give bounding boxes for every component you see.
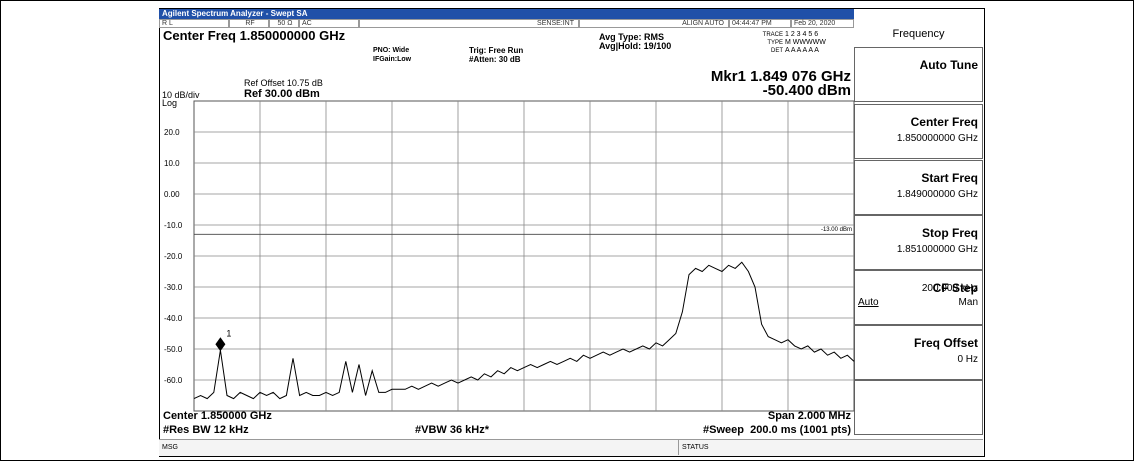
softkey-label: Freq Offset [913,336,978,350]
softkey[interactable]: Freq Offset 0 Hz [854,325,983,380]
softkey-value: 1.851000000 GHz [896,244,978,255]
softkey-value: 1.849000000 GHz [896,189,978,200]
message-bar [159,439,983,456]
trigger: Trig: Free Run [469,46,524,55]
softkey-option-right: Man [958,297,978,308]
footer-span: Span 2.000 MHz [767,410,851,422]
status-coupling: AC [299,19,359,28]
scale: 10 dB/div [162,90,200,100]
softkey[interactable]: Start Freq 1.849000000 GHz [854,160,983,215]
msg-label: MSG [162,444,178,451]
attenuation: #Atten: 30 dB [469,55,521,64]
softkey[interactable]: Stop Freq 1.851000000 GHz [854,215,983,270]
softkey[interactable]: Auto Tune [854,47,983,102]
status-time: 04:44:47 PM [729,19,791,28]
avg-hold: Avg|Hold: 19/100 [599,41,672,51]
softkey-empty [854,380,983,435]
title-bar: Agilent Spectrum Analyzer - Swept SA [159,9,854,19]
status-align: ALIGN AUTO [579,19,729,28]
det-val: A A A A A A [785,47,819,54]
softkey-value: 1.850000000 GHz [896,133,978,144]
footer-sweep: #Sweep 200.0 ms (1001 pts) [703,424,851,436]
footer-res-bw: #Res BW 12 kHz [163,424,249,436]
softkey[interactable]: Center Freq 1.850000000 GHz [854,104,983,159]
status-impedance: 50 Ω [269,19,299,28]
ifgain: IFGain:Low [373,56,412,63]
status-label: STATUS [682,444,709,451]
status-rf: RF [229,19,269,28]
ref-level: Ref 30.00 dBm [244,88,320,100]
ref-offset: Ref Offset 10.75 dB [244,78,323,88]
status-date: Feb 20, 2020 [791,19,854,28]
softkey-header: Frequency [854,9,983,47]
softkey[interactable]: CF Step 200.000 kHz Auto Man [854,270,983,325]
footer-vbw: #VBW 36 kHz* [415,424,489,436]
det-label: DET [771,48,783,54]
softkey-option-left: Auto [858,297,879,308]
softkey-label: Stop Freq [922,226,978,240]
footer-center: Center 1.850000 GHz [163,410,272,422]
status-sense: SENSE:INT [359,19,579,28]
softkey-label: Auto Tune [919,58,978,72]
scale-type: Log [162,98,178,108]
avg-type: Avg Type: RMS [599,32,665,42]
marker-level: -50.400 dBm [762,82,851,99]
softkey-label: CF Step [932,281,978,295]
type-label: TYPE [767,40,783,46]
pno: PNO: Wide [373,47,410,54]
message-divider [678,439,679,455]
marker-freq: Mkr1 1.849 076 GHz [710,68,851,85]
softkey-value: 200.000 kHz [921,283,978,294]
softkey-label: Start Freq [921,171,978,185]
trace-nums: 1 2 3 4 5 6 [785,31,819,38]
trace-label: TRACE [762,32,783,38]
status-mode: R L [159,19,229,28]
type-val: M WWWWW [785,39,826,46]
softkey-title: Frequency [892,28,945,40]
softkey-value: 0 Hz [957,354,978,365]
softkey-label: Center Freq [910,115,978,129]
center-freq-setting: Center Freq 1.850000000 GHz [163,28,346,43]
